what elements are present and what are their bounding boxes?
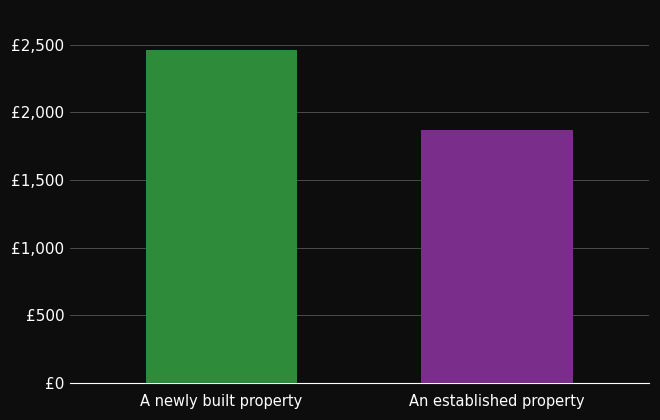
Bar	[146, 50, 297, 383]
Bar	[421, 130, 573, 383]
